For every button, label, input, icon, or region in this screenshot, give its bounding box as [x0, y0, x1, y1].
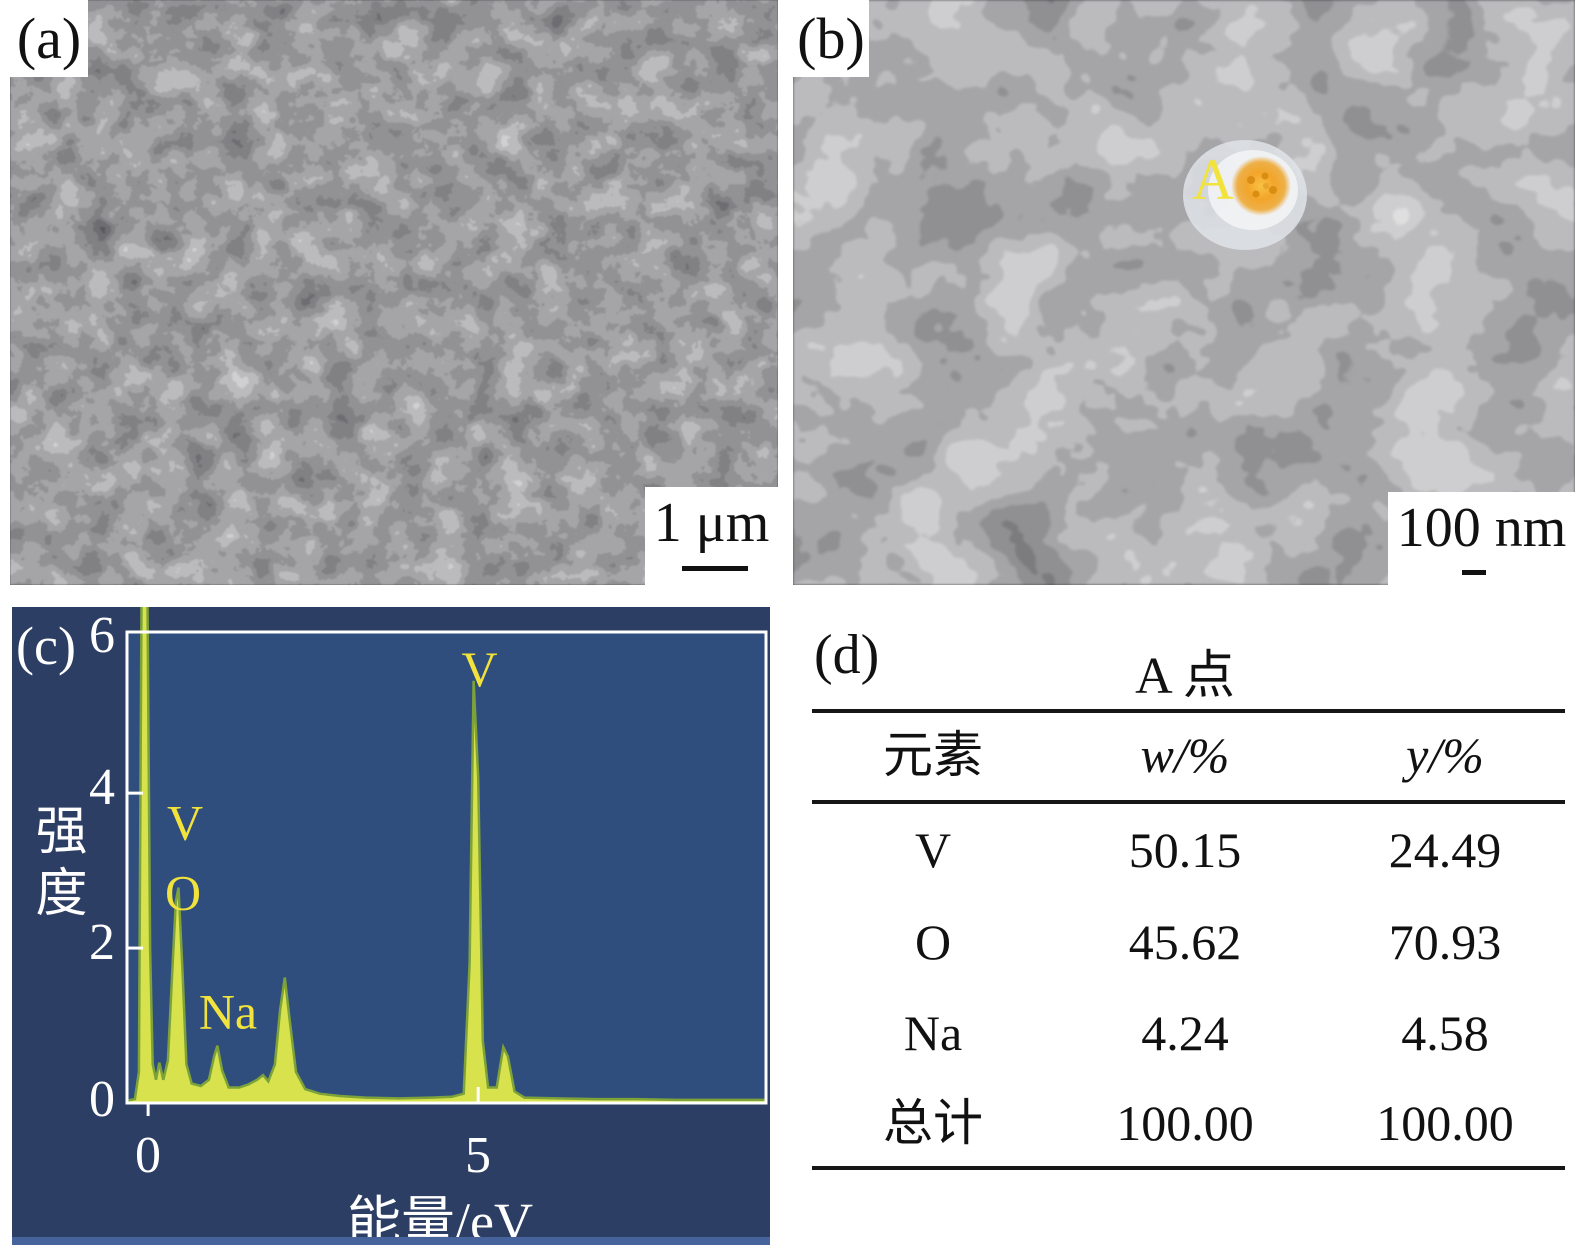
- y-tick-2: 2: [89, 914, 115, 971]
- panel-d-label: (d): [814, 624, 880, 686]
- scale-bar-b-line: [1462, 570, 1486, 575]
- scale-bar-b: 100 nm: [1388, 492, 1575, 585]
- atomic-percent-value: 70.93: [1388, 914, 1502, 970]
- eds-spectrum-panel: V O Na V (c) 6 4 2 0 0 5 强度 能量/eV: [12, 607, 770, 1245]
- panel-c-bottom-strip: [12, 1237, 770, 1245]
- scale-bar-a: 1 μm: [645, 487, 778, 585]
- table-row: O 45.62 70.93: [800, 910, 1575, 974]
- table-row: Na 4.24 4.58: [800, 1001, 1575, 1065]
- element-name: 总计: [883, 1095, 983, 1151]
- panel-a-label: (a): [10, 0, 88, 77]
- sem-image-b: A (b) 100 nm: [793, 0, 1575, 585]
- atomic-percent-value: 4.58: [1401, 1005, 1489, 1061]
- panel-b-label-text: (b): [797, 6, 865, 71]
- weight-percent-value: 4.24: [1141, 1005, 1229, 1061]
- scale-bar-b-text: 100 nm: [1396, 497, 1567, 559]
- table-header-row: 元素 w/% y/%: [800, 725, 1575, 785]
- y-tick-4: 4: [89, 759, 115, 816]
- table-rule-bottom: [812, 1166, 1565, 1170]
- panel-c-label: (c): [16, 616, 76, 676]
- peak-label-v: V: [167, 795, 203, 851]
- col-header-atomic-percent: y/%: [1406, 727, 1484, 783]
- panel-b-label: (b): [793, 0, 869, 77]
- x-tick-5: 5: [465, 1127, 491, 1184]
- weight-percent-value: 45.62: [1128, 914, 1242, 970]
- element-name: O: [914, 914, 952, 970]
- eds-table-panel: (d) A 点 元素 w/% y/% V 50.15 24.49 O 45.62…: [800, 607, 1575, 1245]
- x-tick-0: 0: [135, 1127, 161, 1184]
- eds-point-marker: [1183, 140, 1307, 250]
- y-tick-6: 6: [89, 607, 115, 664]
- table-row: V 50.15 24.49: [800, 818, 1575, 882]
- y-tick-0: 0: [89, 1071, 115, 1128]
- x-axis-label: 能量/eV: [347, 1192, 533, 1245]
- eds-spectrum-area: [126, 607, 767, 1103]
- y-axis-label: 强度: [27, 803, 84, 927]
- sem-image-a: (a) 1 μm: [10, 0, 778, 585]
- panel-a-label-text: (a): [16, 6, 82, 71]
- peak-label-o: O: [165, 864, 201, 920]
- table-title: A 点: [1135, 648, 1235, 705]
- element-name: V: [914, 822, 952, 878]
- atomic-percent-value: 100.00: [1376, 1095, 1514, 1151]
- sem-texture-b: [793, 0, 1575, 585]
- point-a-label: A: [1192, 147, 1234, 212]
- peak-label-v: V: [461, 641, 497, 697]
- col-header-weight-percent: w/%: [1140, 727, 1230, 783]
- atomic-percent-value: 24.49: [1388, 822, 1502, 878]
- scale-bar-a-line: [682, 566, 748, 571]
- col-header-element: 元素: [883, 727, 983, 783]
- weight-percent-value: 50.15: [1128, 822, 1242, 878]
- table-row-total: 总计 100.00 100.00: [800, 1091, 1575, 1155]
- element-name: Na: [903, 1005, 963, 1061]
- peak-label-na: Na: [199, 984, 257, 1040]
- weight-percent-value: 100.00: [1116, 1095, 1254, 1151]
- table-rule-mid: [812, 800, 1565, 804]
- table-rule-top: [812, 709, 1565, 713]
- scale-bar-a-text: 1 μm: [653, 492, 770, 554]
